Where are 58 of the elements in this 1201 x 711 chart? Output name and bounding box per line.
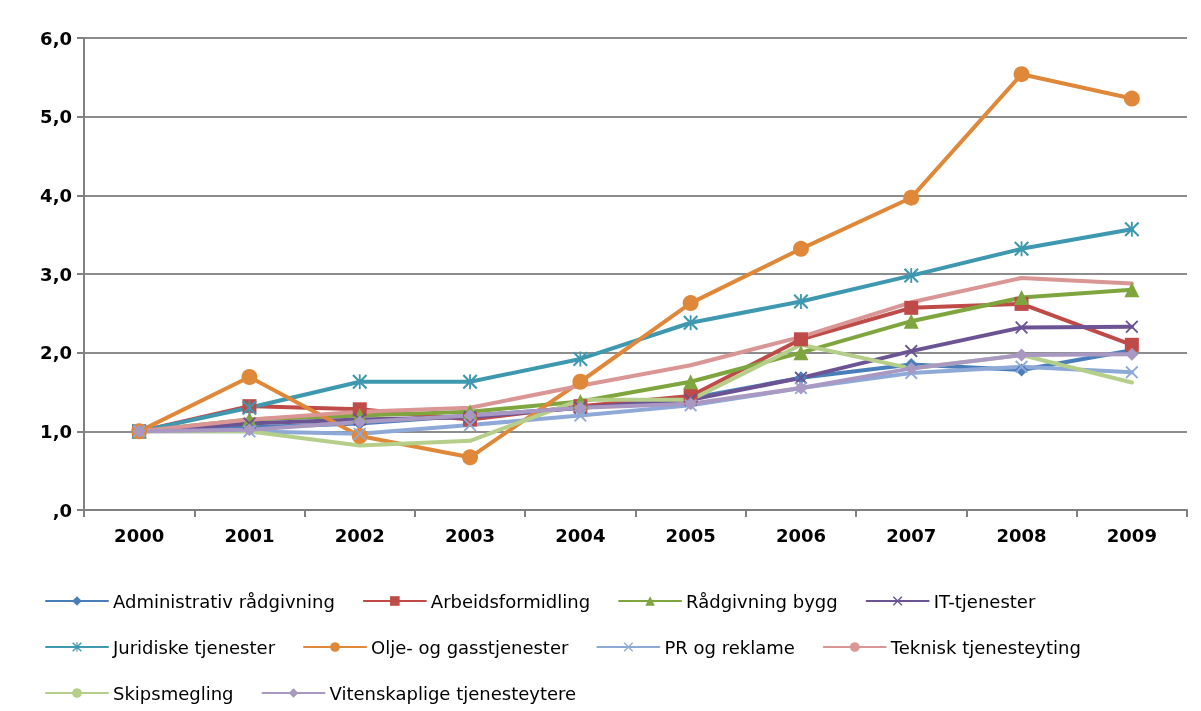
y-tick-label: 2,0 [40, 342, 72, 364]
legend-label: Olje- og gasstjenester [371, 636, 569, 658]
point [241, 369, 258, 386]
point [1013, 66, 1030, 83]
x-tick-label: 2007 [886, 524, 937, 546]
point [793, 294, 809, 310]
legend-label: PR og reklame [664, 636, 795, 658]
point [1123, 90, 1140, 107]
point [682, 295, 699, 312]
legend-label: Vitenskaplige tjenesteytere [329, 682, 577, 704]
point [683, 374, 699, 390]
point [683, 315, 699, 331]
y-tick-label: 4,0 [40, 184, 72, 206]
point [1124, 221, 1140, 237]
x-tick-label: 2002 [334, 524, 385, 546]
legend-label: IT-tjenester [933, 590, 1036, 612]
point [1014, 290, 1030, 306]
y-tick-label: ,0 [52, 499, 72, 521]
point [903, 313, 919, 329]
point [903, 189, 920, 206]
legend-label: Juridiske tjenester [112, 636, 276, 658]
y-tick-label: 6,0 [40, 27, 72, 49]
point [903, 268, 919, 284]
point [352, 374, 368, 390]
legend-label: Rådgivning bygg [686, 590, 838, 612]
point [904, 344, 918, 358]
point [1125, 365, 1139, 379]
point [572, 373, 589, 390]
point [463, 418, 477, 432]
point [1124, 282, 1140, 298]
y-tick-label: 5,0 [40, 106, 72, 128]
legend-label: Administrativ rådgivning [113, 590, 335, 612]
legend-label: Skipsmegling [113, 682, 234, 704]
point [793, 332, 808, 347]
point [462, 449, 479, 466]
x-tick-label: 2004 [555, 524, 606, 546]
y-tick-label: 1,0 [40, 420, 72, 442]
point [792, 240, 809, 257]
x-tick-label: 2005 [665, 524, 716, 546]
x-tick-label: 2008 [996, 524, 1047, 546]
point [793, 345, 809, 361]
point [904, 300, 919, 315]
x-tick-label: 2000 [114, 524, 165, 546]
x-tick-label: 2003 [445, 524, 496, 546]
x-tick-label: 2006 [775, 524, 826, 546]
point [462, 374, 478, 390]
point [572, 351, 588, 367]
point [1125, 347, 1139, 361]
legend-label: Teknisk tjenesteyting [889, 636, 1081, 658]
legend-label: Arbeidsformidling [430, 590, 591, 612]
point [1125, 320, 1139, 334]
x-tick-label: 2001 [224, 524, 275, 546]
point [353, 427, 367, 441]
point [1015, 320, 1029, 334]
x-tick-label: 2009 [1106, 524, 1157, 546]
point [904, 361, 918, 375]
point [573, 409, 587, 423]
y-tick-label: 3,0 [40, 263, 72, 285]
